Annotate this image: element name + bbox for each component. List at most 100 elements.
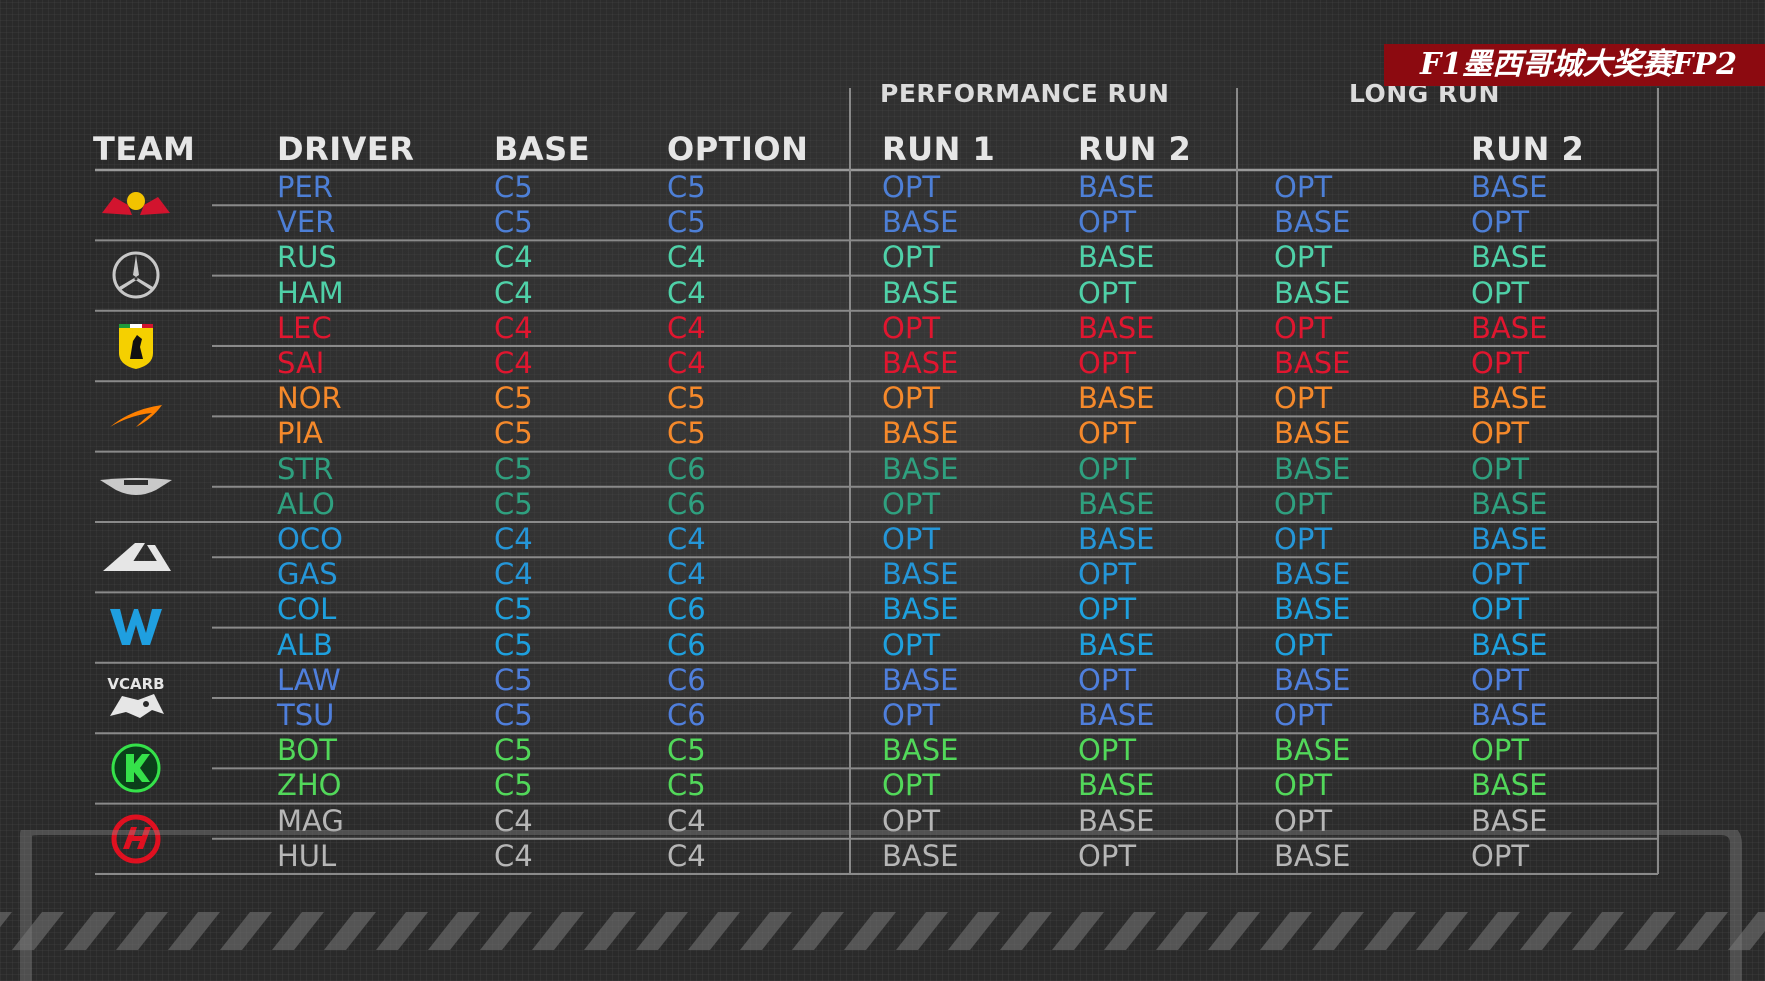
long-run1-tyre: BASE xyxy=(1274,592,1351,627)
long-run1-tyre: BASE xyxy=(1274,275,1351,310)
performance-run1-tyre: OPT xyxy=(882,768,941,803)
long-run1-tyre: OPT xyxy=(1274,310,1333,345)
option-compound: C4 xyxy=(667,838,706,873)
option-compound: C4 xyxy=(667,557,706,592)
performance-run2-tyre: OPT xyxy=(1078,346,1137,380)
long-run2-tyre: BASE xyxy=(1471,310,1548,345)
driver-code: LAW xyxy=(277,662,341,697)
long-run1-tyre: BASE xyxy=(1274,662,1351,697)
option-compound: C5 xyxy=(667,381,706,416)
long-run1-tyre: BASE xyxy=(1274,733,1351,768)
performance-run2-tyre: BASE xyxy=(1078,627,1155,662)
session-title-banner: F1墨西哥城大奖赛FP2 xyxy=(1384,44,1765,86)
option-compound: C4 xyxy=(667,310,706,345)
base-compound: C4 xyxy=(494,240,533,275)
long-run1-tyre: OPT xyxy=(1274,627,1333,662)
curb-stripe xyxy=(584,912,636,950)
driver-code: VER xyxy=(277,205,336,240)
long-run1-tyre: OPT xyxy=(1274,486,1333,521)
option-compound: C5 xyxy=(667,768,706,803)
driver-code: OCO xyxy=(277,522,343,556)
base-compound: C4 xyxy=(494,275,533,310)
performance-run2-tyre: BASE xyxy=(1078,768,1155,803)
base-compound: C5 xyxy=(494,381,533,416)
long-run2-tyre: BASE xyxy=(1471,170,1548,204)
long-run2-tyre: OPT xyxy=(1471,275,1530,310)
performance-run1-tyre: BASE xyxy=(882,205,959,240)
svg-text:VCARB: VCARB xyxy=(107,675,164,693)
curb-stripe xyxy=(1728,912,1765,950)
curb-stripe xyxy=(1520,912,1572,950)
curb-stripe xyxy=(480,912,532,950)
base-compound: C5 xyxy=(494,486,533,521)
performance-run2-tyre: BASE xyxy=(1078,486,1155,521)
long-run1-tyre: BASE xyxy=(1274,838,1351,873)
base-compound: C4 xyxy=(494,522,533,556)
driver-code: RUS xyxy=(277,240,337,275)
long-run2-tyre: OPT xyxy=(1471,662,1530,697)
performance-run2-tyre: OPT xyxy=(1078,205,1137,240)
driver-code: PIA xyxy=(277,416,323,451)
curb-stripe xyxy=(740,912,792,950)
curb-stripe xyxy=(324,912,376,950)
base-compound: C5 xyxy=(494,416,533,451)
vcarb-logo-icon: VCARB xyxy=(92,663,180,733)
performance-run1-tyre: OPT xyxy=(882,486,941,521)
long-run1-tyre: OPT xyxy=(1274,768,1333,803)
performance-run2-tyre: BASE xyxy=(1078,803,1155,838)
base-compound: C5 xyxy=(494,662,533,697)
curb-stripe xyxy=(376,912,428,950)
base-compound: C5 xyxy=(494,592,533,627)
performance-run2-tyre: BASE xyxy=(1078,698,1155,732)
option-compound: C6 xyxy=(667,662,706,697)
base-compound: C4 xyxy=(494,803,533,838)
long-run1-tyre: BASE xyxy=(1274,416,1351,451)
mclaren-logo-icon xyxy=(92,381,180,451)
driver-column-header: DRIVER xyxy=(277,130,415,168)
kick-sauber-logo-icon xyxy=(92,733,180,803)
driver-code: STR xyxy=(277,451,334,486)
performance-run1-tyre: BASE xyxy=(882,733,959,768)
driver-code: SAI xyxy=(277,346,325,380)
curb-stripe xyxy=(1260,912,1312,950)
driver-code: HAM xyxy=(277,275,344,310)
option-compound: C6 xyxy=(667,627,706,662)
long-run1-tyre: BASE xyxy=(1274,346,1351,380)
base-compound: C5 xyxy=(494,451,533,486)
aston-martin-logo-icon xyxy=(92,452,180,522)
driver-code: LEC xyxy=(277,310,332,345)
performance-run2-tyre: OPT xyxy=(1078,275,1137,310)
performance-run1-tyre: BASE xyxy=(882,275,959,310)
driver-code: BOT xyxy=(277,733,337,768)
performance-run1-tyre: OPT xyxy=(882,803,941,838)
alpine-logo-icon xyxy=(92,522,180,592)
curb-stripe xyxy=(168,912,220,950)
curb-stripe xyxy=(12,912,64,950)
curb-stripe xyxy=(948,912,1000,950)
long-run2-tyre: BASE xyxy=(1471,698,1548,732)
long-run2-tyre: OPT xyxy=(1471,838,1530,873)
team-column-header: TEAM xyxy=(93,130,196,168)
option-compound: C5 xyxy=(667,733,706,768)
curb-stripe xyxy=(1104,912,1156,950)
long-run2-header: RUN 2 xyxy=(1471,130,1585,168)
option-compound: C5 xyxy=(667,205,706,240)
long-run2-tyre: OPT xyxy=(1471,451,1530,486)
option-compound: C4 xyxy=(667,240,706,275)
curb-stripe xyxy=(636,912,688,950)
curb-stripe xyxy=(1416,912,1468,950)
curb-stripe xyxy=(272,912,324,950)
performance-run1-tyre: OPT xyxy=(882,310,941,345)
performance-run1-tyre: BASE xyxy=(882,592,959,627)
performance-run1-tyre: BASE xyxy=(882,557,959,592)
long-run1-tyre: OPT xyxy=(1274,170,1333,204)
option-compound: C5 xyxy=(667,170,706,204)
curb-stripe xyxy=(1624,912,1676,950)
curb-stripe xyxy=(220,912,272,950)
ferrari-logo-icon xyxy=(92,311,180,381)
haas-logo-icon xyxy=(92,804,180,874)
curb-stripe xyxy=(1052,912,1104,950)
option-column-header: OPTION xyxy=(667,130,809,168)
curb-stripe xyxy=(0,912,12,928)
